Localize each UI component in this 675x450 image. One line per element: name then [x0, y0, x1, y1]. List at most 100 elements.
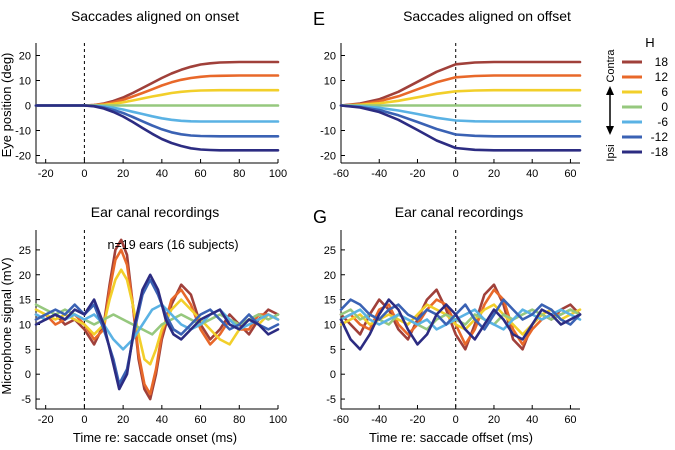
y-tick-label: 10 — [19, 76, 31, 88]
x-tick-label: 20 — [488, 168, 500, 180]
y-tick-label: 0 — [330, 101, 336, 113]
chart-panel-2: Saccades aligned on offset -60 -40 -20 0 20 40… — [320, 8, 582, 180]
series-line-18 — [34, 60, 280, 107]
legend-entry: -6 — [622, 115, 668, 129]
x-tick-label: 60 — [564, 414, 576, 426]
chart-title: Saccades aligned on onset — [71, 8, 239, 24]
xlabel-onset: Time re: saccade onset (ms) — [73, 430, 237, 445]
x-tick-label: 100 — [269, 168, 287, 180]
x-tick-label: -20 — [410, 414, 426, 426]
x-tick-label: 60 — [194, 168, 206, 180]
y-tick-label: -5 — [21, 394, 31, 406]
x-tick-label: 0 — [81, 414, 87, 426]
x-tick-label: 20 — [117, 168, 129, 180]
series-line--18 — [339, 298, 582, 351]
y-tick-label: -10 — [320, 126, 336, 138]
legend-entry: 6 — [622, 85, 668, 99]
legend-contra-label: Contra — [605, 49, 617, 83]
x-tick-label: 40 — [526, 414, 538, 426]
legend-ipsi-label: Ipsi — [605, 144, 617, 161]
y-tick-label: -5 — [326, 394, 336, 406]
y-tick-label: 10 — [19, 319, 31, 331]
series-line--6 — [339, 308, 582, 331]
series-line-18 — [339, 60, 582, 107]
x-tick-label: -40 — [371, 168, 387, 180]
legend-entry: 0 — [622, 100, 668, 114]
panel-letter-g: G — [313, 207, 327, 227]
y-tick-label: 0 — [330, 369, 336, 381]
series-line--18 — [339, 104, 582, 152]
x-tick-label: 80 — [233, 414, 245, 426]
series-line--6 — [339, 104, 582, 123]
chart-title: Ear canal recordings — [91, 204, 219, 220]
x-tick-label: 40 — [156, 414, 168, 426]
chart-panel-3: Ear canal recordings -20 0 20 40 60 80 100 -5 0 5 1… — [19, 204, 287, 426]
y-tick-label: 25 — [324, 245, 336, 257]
series-line--18 — [34, 273, 280, 391]
legend-entry: 18 — [622, 55, 668, 69]
x-tick-label: 20 — [117, 414, 129, 426]
y-tick-label: -20 — [15, 151, 31, 163]
y-tick-label: -10 — [15, 126, 31, 138]
series-line-6 — [339, 88, 582, 107]
double-arrow-icon — [606, 86, 614, 135]
ylabel-eye-position: Eye position (deg) — [0, 53, 14, 158]
legend-entry: -12 — [622, 130, 668, 144]
x-tick-label: -20 — [38, 414, 54, 426]
y-tick-label: 15 — [19, 295, 31, 307]
y-tick-label: 0 — [25, 101, 31, 113]
chart-title: Saccades aligned on offset — [403, 8, 571, 24]
series-line-12 — [339, 288, 582, 346]
y-tick-label: 20 — [19, 270, 31, 282]
series-line-6 — [34, 268, 280, 366]
x-tick-label: -20 — [38, 168, 54, 180]
x-tick-label: 60 — [194, 414, 206, 426]
x-tick-label: -60 — [333, 168, 349, 180]
annotation-n-ears: n=19 ears (16 subjects) — [108, 238, 239, 252]
y-tick-label: 20 — [324, 270, 336, 282]
legend-label: -6 — [657, 115, 668, 129]
legend-label: 6 — [661, 85, 668, 99]
series-line-6 — [34, 88, 280, 107]
x-tick-label: 100 — [269, 414, 287, 426]
panel-letter-e: E — [313, 9, 325, 29]
series-line--6 — [34, 104, 280, 123]
x-tick-label: 0 — [453, 168, 459, 180]
legend-label: 18 — [655, 55, 669, 69]
legend-label: 12 — [655, 70, 669, 84]
series-line--12 — [339, 298, 582, 331]
series-line--18 — [34, 104, 280, 152]
y-tick-label: 25 — [19, 245, 31, 257]
y-tick-label: 5 — [25, 344, 31, 356]
xlabel-offset: Time re: saccade offset (ms) — [369, 430, 533, 445]
x-tick-label: 80 — [233, 168, 245, 180]
x-tick-label: -40 — [371, 414, 387, 426]
y-tick-label: 20 — [324, 51, 336, 63]
y-tick-label: -20 — [320, 151, 336, 163]
y-tick-label: 0 — [25, 369, 31, 381]
ylabel-microphone-signal: Microphone signal (mV) — [0, 257, 14, 394]
y-tick-label: 5 — [330, 344, 336, 356]
series-line-18 — [34, 238, 280, 401]
x-tick-label: -60 — [333, 414, 349, 426]
legend-label: 0 — [661, 100, 668, 114]
y-tick-label: 10 — [324, 319, 336, 331]
legend-header: H — [645, 35, 654, 50]
legend-entry: -18 — [622, 145, 668, 159]
chart-title: Ear canal recordings — [395, 204, 523, 220]
chart-panel-1: Saccades aligned on onset-20 0 20 40 60 80 100… — [15, 8, 287, 180]
x-tick-label: -20 — [410, 168, 426, 180]
chart-panel-4: Ear canal recordings -60 -40 -20 0 20 40 60 -5 0 5… — [324, 204, 582, 426]
y-tick-label: 20 — [19, 51, 31, 63]
x-tick-label: 60 — [564, 168, 576, 180]
x-tick-label: 0 — [81, 168, 87, 180]
x-tick-label: 20 — [488, 414, 500, 426]
x-tick-label: 40 — [156, 168, 168, 180]
x-tick-label: 0 — [453, 414, 459, 426]
legend-label: -12 — [651, 130, 669, 144]
y-tick-label: 10 — [324, 76, 336, 88]
y-tick-label: 15 — [324, 295, 336, 307]
legend-label: -18 — [651, 145, 669, 159]
